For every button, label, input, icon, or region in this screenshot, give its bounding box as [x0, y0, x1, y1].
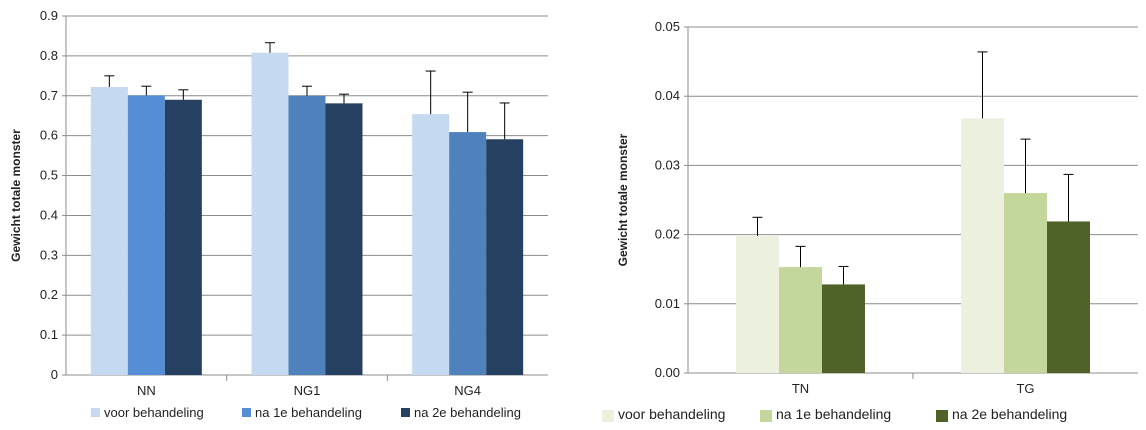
bar: [288, 95, 326, 376]
bar: [961, 118, 1004, 374]
legend-label: voor behandeling: [104, 405, 204, 420]
legend-label: na 2e behandeling: [414, 405, 521, 420]
legend-label: na 2e behandeling: [952, 406, 1067, 422]
chart-left: 0 0.1 0.2 0.3 0.4 0.5 0.6 0.7 0.8 0.9 Gewicht tota…: [9, 8, 548, 420]
y-tick-label: 0.4: [40, 207, 58, 222]
bar: [1004, 193, 1047, 373]
y-tick-label: 0.7: [40, 88, 58, 103]
y-tick-label: 0.3: [40, 247, 58, 262]
y-tick-label: 0.8: [40, 48, 58, 63]
legend-swatch: [602, 410, 614, 422]
y-tick-label: 0.1: [40, 327, 58, 342]
chart-right: 0.00 0.01 0.02 0.03 0.04 0.05 Gewicht totale m…: [602, 19, 1138, 422]
legend-swatch: [242, 408, 251, 417]
y-tick-label: 0.9: [40, 8, 58, 23]
y-tick-label: 0.03: [655, 157, 680, 172]
legend-swatch: [91, 408, 100, 417]
bar: [736, 235, 779, 373]
y-tick-label: 0.00: [655, 365, 680, 380]
bar: [164, 99, 202, 376]
y-tick-label: 0.01: [655, 296, 680, 311]
legend-swatch: [401, 408, 410, 417]
y-tick-label: 0.5: [40, 168, 58, 183]
bar: [127, 95, 165, 375]
bar: [251, 52, 289, 375]
legend-label: na 1e behandeling: [255, 405, 362, 420]
x-tick-label: NG4: [454, 383, 481, 398]
legend-label: na 1e behandeling: [776, 406, 891, 422]
bar: [486, 139, 524, 375]
bar: [779, 267, 822, 373]
bar: [449, 132, 487, 375]
y-tick-label: 0.6: [40, 128, 58, 143]
x-tick-label: TG: [1016, 381, 1034, 396]
x-tick-label: NN: [137, 383, 156, 398]
legend-label: voor behandeling: [618, 406, 725, 422]
bar: [822, 284, 865, 373]
x-tick-label: TN: [792, 381, 809, 396]
y-axis-label: Gewicht totale monster: [9, 129, 23, 262]
y-axis-label: Gewicht totale monster: [616, 133, 630, 266]
y-tick-label: 0.05: [655, 19, 680, 34]
bar: [1047, 221, 1090, 373]
y-tick-label: 0.02: [655, 227, 680, 242]
y-tick-label: 0.04: [655, 88, 680, 103]
bar: [412, 114, 450, 376]
bar: [90, 87, 128, 375]
y-tick-label: 0.2: [40, 287, 58, 302]
legend-swatch: [760, 410, 772, 422]
y-tick-label: 0: [51, 367, 58, 382]
bar: [325, 103, 363, 376]
x-tick-label: NG1: [294, 383, 321, 398]
legend-swatch: [936, 410, 948, 422]
